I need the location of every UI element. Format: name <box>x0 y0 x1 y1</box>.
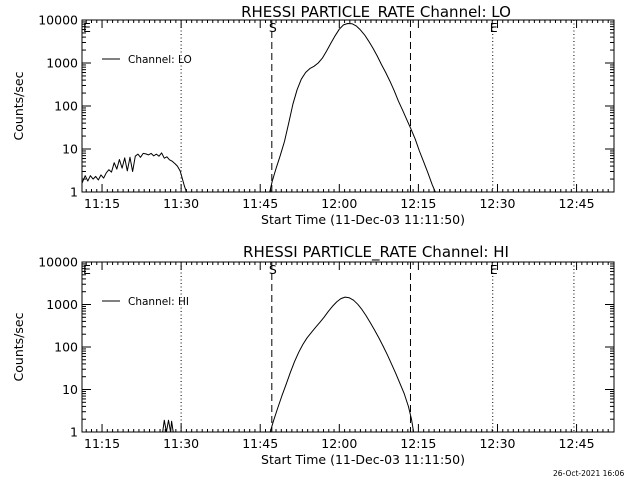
x-tick-label: 12:45 <box>559 196 595 211</box>
event-marker-label: S <box>269 262 277 277</box>
legend-label: Channel: LO <box>128 54 192 66</box>
y-tick-label: 10 <box>62 382 78 397</box>
x-tick-label: 11:30 <box>163 196 199 211</box>
y-axis-label: Counts/sec <box>11 312 26 381</box>
x-tick-label: 11:15 <box>84 436 120 451</box>
event-marker-label: E <box>490 262 498 277</box>
y-axis-label: Counts/sec <box>11 71 26 140</box>
event-marker-label: S <box>269 20 277 35</box>
x-tick-label: 12:15 <box>400 196 436 211</box>
y-tick-label: 100 <box>54 99 78 114</box>
series-line <box>81 152 187 193</box>
x-tick-label: 12:00 <box>321 196 357 211</box>
series-line <box>162 419 175 433</box>
x-tick-label: 11:30 <box>163 436 199 451</box>
y-tick-label: 10 <box>62 142 78 157</box>
plot-frame <box>81 261 615 433</box>
x-tick-label: 12:00 <box>321 436 357 451</box>
x-axis-label: Start Time (11-Dec-03 11:11:50) <box>261 212 465 227</box>
x-tick-label: 11:45 <box>242 436 278 451</box>
y-tick-label: 10000 <box>38 13 78 28</box>
x-tick-label: 11:15 <box>84 196 120 211</box>
left-edge-marker-label: E <box>83 262 91 277</box>
event-marker-label: E <box>490 20 498 35</box>
y-tick-label: 1000 <box>46 56 78 71</box>
plot-frame <box>81 19 615 193</box>
panel-hi: RHESSI PARTICLE_RATE Channel: HI 1 10 100 10… <box>11 243 615 467</box>
x-axis-label: Start Time (11-Dec-03 11:11:50) <box>261 452 465 467</box>
x-tick-label: 12:15 <box>400 436 436 451</box>
y-tick-label: 100 <box>54 340 78 355</box>
y-tick-label: 1 <box>70 425 78 440</box>
x-tick-label: 12:30 <box>479 436 515 451</box>
footer-timestamp: 26-Oct-2021 16:06 <box>553 469 624 478</box>
y-tick-label: 1000 <box>46 297 78 312</box>
panel-lo: RHESSI PARTICLE_RATE Channel: LO 1 10 100 10… <box>11 3 615 227</box>
legend-label: Channel: HI <box>128 296 189 308</box>
left-edge-marker-label: E <box>83 20 91 35</box>
x-tick-label: 12:45 <box>559 436 595 451</box>
y-tick-label: 1 <box>70 185 78 200</box>
series-line <box>269 296 415 433</box>
x-tick-label: 11:45 <box>242 196 278 211</box>
series-line <box>269 23 436 193</box>
chart-title: RHESSI PARTICLE_RATE Channel: LO <box>241 3 511 22</box>
x-tick-label: 12:30 <box>479 196 515 211</box>
y-tick-label: 10000 <box>38 255 78 270</box>
chart-title: RHESSI PARTICLE_RATE Channel: HI <box>243 243 509 262</box>
